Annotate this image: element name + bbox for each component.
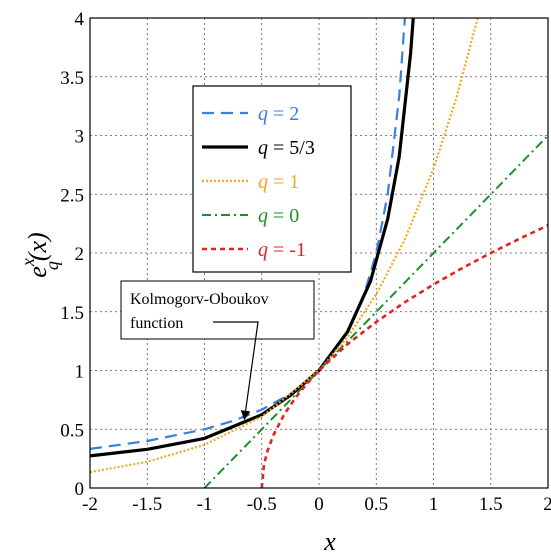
y-axis-label-suffix: (x) — [23, 232, 52, 261]
annotation-text-line1: Kolmogorv-Oboukov — [130, 291, 269, 308]
series-line-1 — [90, 18, 415, 458]
x-tick-label-1: -1.5 — [132, 494, 162, 515]
legend-label-1: q = 5/3 — [258, 137, 315, 159]
x-tick-label-0: -2 — [82, 494, 98, 515]
x-axis-label: x — [323, 527, 336, 556]
y-tick-label-0: 0 — [75, 479, 85, 500]
plot-frame — [89, 17, 549, 489]
x-tick-labels: -2 -1.5 -1 -0.5 0 0.5 1 1.5 2 — [82, 494, 551, 515]
series-line-2 — [90, 18, 479, 474]
y-tick-label-5: 2.5 — [60, 185, 84, 206]
y-tick-label-7: 3.5 — [60, 68, 84, 89]
x-tick-label-3: -0.5 — [247, 494, 277, 515]
series-line-0 — [90, 18, 406, 450]
series-line-4 — [260, 224, 548, 488]
legend-label-3: q = 0 — [258, 205, 299, 227]
annotation-box — [120, 280, 315, 340]
annotation-kolmogorv-oboukov: Kolmogorv-Oboukov function — [120, 280, 315, 421]
legend-items: q = 2 q = 5/3 q = 1 q = 0 q = -1 — [202, 103, 315, 261]
y-tick-label-3: 1.5 — [60, 303, 84, 324]
legend-box — [192, 85, 352, 273]
y-tick-labels: 0 0.5 1 1.5 2 2.5 3 3.5 4 — [60, 9, 84, 500]
legend-label-2: q = 1 — [258, 171, 299, 193]
y-tick-label-8: 4 — [75, 9, 85, 30]
y-tick-label-2: 1 — [75, 362, 85, 383]
y-tick-label-4: 2 — [75, 244, 85, 265]
y-tick-label-6: 3 — [75, 127, 85, 148]
y-axis-label: ex q(x) — [18, 232, 62, 277]
legend-label-4: q = -1 — [258, 239, 306, 261]
x-tick-label-8: 2 — [543, 494, 551, 515]
annotation-text-line2: function — [130, 315, 183, 332]
svg-text:exq(x): ex q(x) — [18, 232, 62, 277]
x-tick-label-5: 0.5 — [364, 494, 388, 515]
legend-label-0: q = 2 — [258, 103, 299, 125]
y-axis-label-superscript: x — [18, 258, 38, 267]
y-tick-label-1: 0.5 — [60, 420, 84, 441]
x-tick-label-2: -1 — [197, 494, 213, 515]
series-lines — [90, 18, 548, 488]
y-axis-label-subscript: q — [42, 261, 62, 270]
x-tick-label-7: 1.5 — [479, 494, 503, 515]
series-line-3 — [203, 134, 548, 488]
annotation-arrow — [213, 321, 259, 421]
y-axis-label-base: e — [23, 266, 52, 278]
x-tick-label-6: 1 — [429, 494, 439, 515]
legend: q = 2 q = 5/3 q = 1 q = 0 q = -1 — [192, 85, 352, 273]
x-tick-label-4: 0 — [314, 494, 324, 515]
